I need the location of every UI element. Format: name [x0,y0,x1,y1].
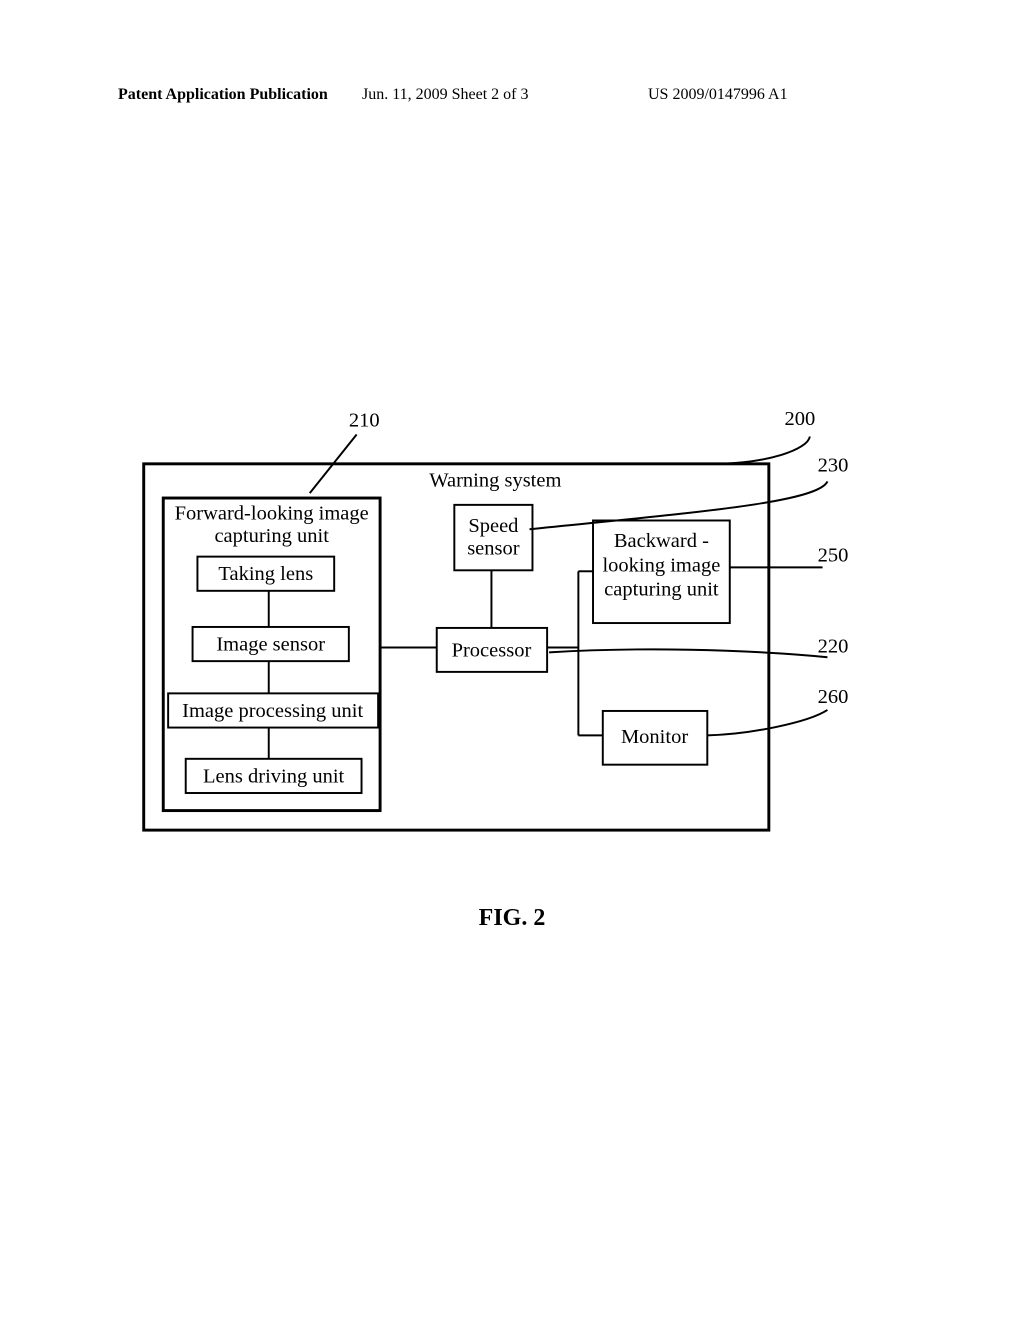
ref-200-line [710,436,810,463]
header-center: Jun. 11, 2009 Sheet 2 of 3 [362,86,529,104]
forward-unit-title-1: Forward-looking image [175,503,369,525]
backward-unit-label-3: capturing unit [604,579,719,601]
header-left: Patent Application Publication [118,86,328,104]
block-diagram: Warning system Forward-looking image cap… [130,415,830,815]
monitor-label: Monitor [621,726,688,748]
speed-sensor-label-1: Speed [468,515,518,537]
image-proc-label: Image processing unit [182,700,363,722]
figure-caption: FIG. 2 [0,905,1024,932]
ref-200: 200 [784,408,815,430]
backward-unit-label-2: looking image [602,554,720,576]
ref-220: 220 [818,635,849,657]
diagram-svg: Warning system Forward-looking image cap… [130,415,890,835]
warning-system-title: Warning system [429,469,561,491]
image-sensor-label: Image sensor [216,633,325,655]
forward-unit-title-2: capturing unit [214,525,329,547]
ref-230: 230 [818,455,849,477]
speed-sensor-label-2: sensor [467,538,520,560]
lens-driving-label: Lens driving unit [203,765,345,787]
ref-210: 210 [349,410,380,432]
processor-label: Processor [452,639,532,661]
ref-260: 260 [818,686,849,708]
ref-250: 250 [818,545,849,567]
taking-lens-label: Taking lens [218,563,313,585]
backward-unit-label-1: Backward - [614,530,709,552]
header-right: US 2009/0147996 A1 [648,86,788,104]
